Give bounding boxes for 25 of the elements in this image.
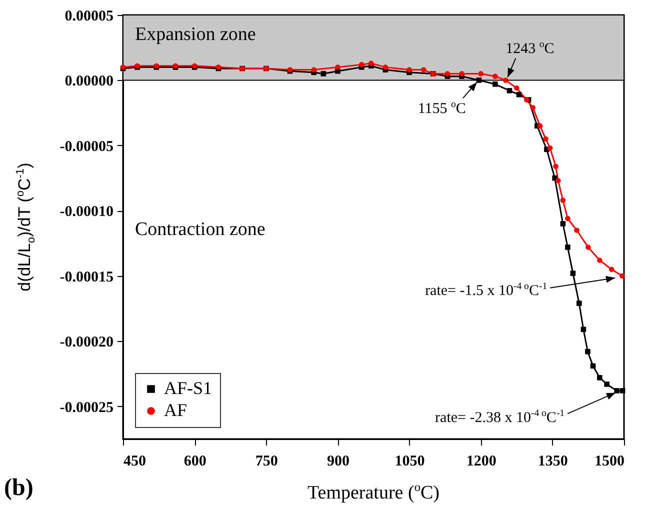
annotation: 1243 $^{o}$C [506,38,554,57]
y-tick-label: 0.00005 [64,8,114,24]
x-tick-label: 1500 [594,454,624,470]
x-tick-label: 450 [124,454,146,470]
legend-label: AF [164,400,188,420]
x-tick-label: 1350 [538,454,568,470]
x-tick-label: 1050 [394,454,425,470]
x-tick-label: 750 [255,454,278,470]
x-tick-label: 900 [326,454,350,470]
annotation: Contraction zone [135,219,266,240]
y-tick-label: 0.00000 [64,74,114,90]
legend-label: AF-S1 [164,378,212,398]
x-tick-label: 600 [184,454,206,470]
annotation: 1155 $^{o}$C [418,98,466,117]
y-tick-label: -0.00020 [60,334,114,351]
x-tick-label: 1200 [466,454,496,470]
annotation: rate= -1.5 x 10$^{-4 o}$C$^{-1}$ [425,281,548,300]
y-tick-label: -0.00015 [60,269,114,286]
y-tick-label: -0.00025 [60,400,114,416]
band-label: Expansion zone [135,24,256,45]
text: (b) [4,475,34,501]
annotation: rate= -2.38 x 10$^{-4 o}$C$^{-1}$ [435,408,565,426]
y-tick-label: -0.00010 [60,204,114,220]
x-axis-title: Temperature ($^{o}$C) [308,480,440,504]
y-tick-label: -0.00005 [60,138,114,155]
